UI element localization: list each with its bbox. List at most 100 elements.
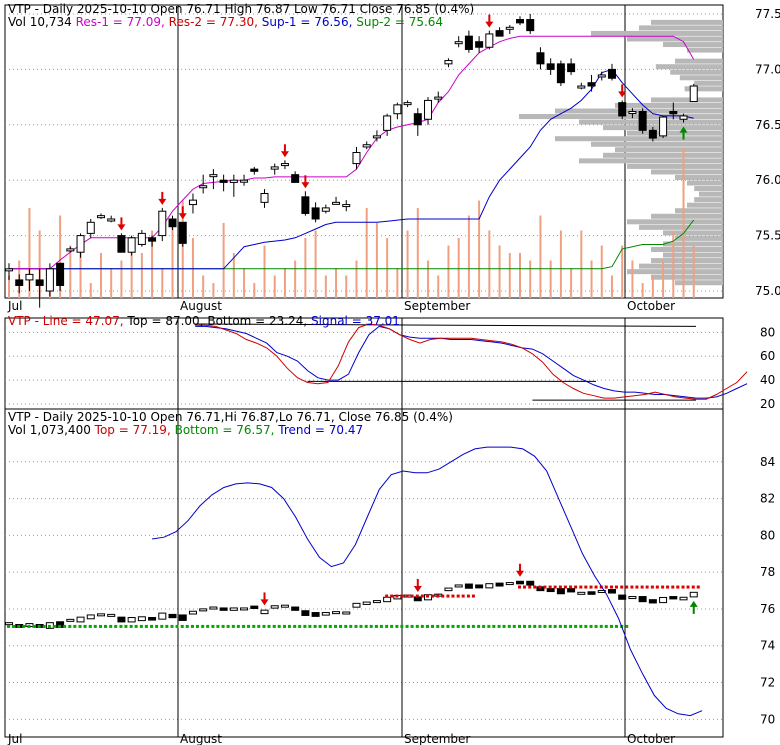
top-dot	[471, 594, 475, 598]
top-dot	[655, 585, 659, 589]
top-dot	[579, 585, 583, 589]
candle-body	[495, 30, 504, 37]
candle-body	[127, 237, 136, 253]
volume-profile-bar	[591, 30, 723, 36]
candle-body	[158, 210, 167, 237]
bottom-dot	[385, 624, 389, 628]
top-dot	[523, 585, 526, 589]
volume-bar	[488, 230, 491, 298]
trend-x-tick: September	[404, 732, 470, 745]
bottom-dot	[584, 624, 588, 628]
trend-x-tick: Jul	[7, 732, 22, 745]
bottom-dot	[487, 624, 491, 628]
bottom-dot	[22, 624, 26, 628]
bottom-dot	[109, 624, 113, 628]
candle-body	[485, 33, 494, 48]
bottom-dot	[497, 624, 501, 628]
volume-profile-bar	[699, 191, 723, 197]
sell-signal-arrow-head	[280, 151, 289, 158]
volume-profile-bar	[663, 42, 723, 48]
candle-body	[250, 168, 259, 172]
candle-body	[689, 85, 698, 103]
trend-candle	[209, 606, 218, 610]
top-dot	[436, 594, 440, 598]
candle-body	[35, 279, 44, 286]
price-y-tick: 76.0	[755, 173, 780, 187]
candle-body	[137, 232, 146, 245]
bottom-dot	[58, 624, 62, 628]
volume-bar	[570, 268, 573, 298]
sell-signal-arrow-head	[301, 182, 310, 189]
bottom-dot	[579, 624, 583, 628]
trend-candle	[240, 607, 249, 611]
price-header-line2-part: Vol 10,734	[8, 15, 72, 29]
volume-bar	[508, 253, 511, 298]
volume-bar	[283, 268, 286, 298]
trend-candle	[567, 588, 576, 593]
bottom-dot	[47, 624, 51, 628]
bottom-dot	[93, 624, 97, 628]
bottom-dot	[523, 624, 526, 628]
bottom-dot	[272, 624, 276, 628]
volume-profile-bar	[519, 114, 723, 120]
bottom-dot	[502, 624, 506, 628]
bottom-dot	[405, 624, 409, 628]
bottom-dot	[359, 624, 363, 628]
trend-y-tick: 82	[760, 492, 775, 506]
trend-candle	[689, 591, 698, 598]
top-dot	[548, 585, 552, 589]
trend-sell-arrow-head	[413, 585, 422, 592]
bottom-dot	[190, 624, 194, 628]
volume-bar	[212, 283, 215, 298]
volume-profile-bar	[675, 235, 723, 241]
volume-profile-bar	[627, 219, 723, 225]
trend-candle	[291, 606, 300, 611]
bottom-dot	[538, 624, 542, 628]
volume-profile-bar	[687, 47, 723, 53]
trend-candle	[556, 588, 565, 595]
top-dot	[645, 585, 649, 589]
bottom-dot	[609, 624, 613, 628]
bottom-dot	[277, 624, 281, 628]
volume-bar	[59, 215, 62, 298]
volume-bar	[478, 200, 481, 298]
bottom-dot	[242, 624, 246, 628]
candle-body	[5, 268, 13, 272]
trend-candle	[526, 580, 535, 586]
volume-bar	[294, 260, 297, 298]
bottom-dot	[267, 624, 271, 628]
top-dot	[640, 585, 644, 589]
volume-bar	[437, 275, 440, 298]
bottom-dot	[68, 624, 72, 628]
top-dot	[528, 585, 532, 589]
volume-bar	[529, 260, 532, 298]
candle-body	[372, 135, 381, 139]
bottom-dot	[446, 624, 450, 628]
volume-profile-bar	[675, 208, 723, 214]
candle-body	[618, 102, 627, 117]
volume-bar	[498, 245, 501, 298]
candle-body	[96, 215, 105, 219]
trend-candle	[107, 613, 116, 617]
bottom-dot	[477, 624, 481, 628]
top-dot	[609, 585, 613, 589]
candle-body	[332, 201, 341, 205]
oscillator-header: VTP - Line = 47.07, Top = 87.00, Bottom …	[8, 314, 400, 328]
trend-y-tick: 84	[760, 455, 775, 469]
trend-candle	[5, 622, 13, 626]
top-dot	[461, 594, 465, 598]
volume-bar	[427, 260, 430, 298]
bottom-dot	[252, 624, 256, 628]
bottom-dot	[379, 624, 383, 628]
trend-candle	[158, 612, 167, 620]
bottom-dot	[88, 624, 92, 628]
candle-body	[628, 111, 637, 115]
trend-candle	[250, 605, 259, 609]
bottom-dot	[63, 624, 67, 628]
candle-body	[56, 262, 65, 286]
bottom-dot	[451, 624, 455, 628]
bottom-dot	[170, 624, 174, 628]
bottom-dot	[558, 624, 562, 628]
volume-profile-bar	[675, 280, 723, 286]
